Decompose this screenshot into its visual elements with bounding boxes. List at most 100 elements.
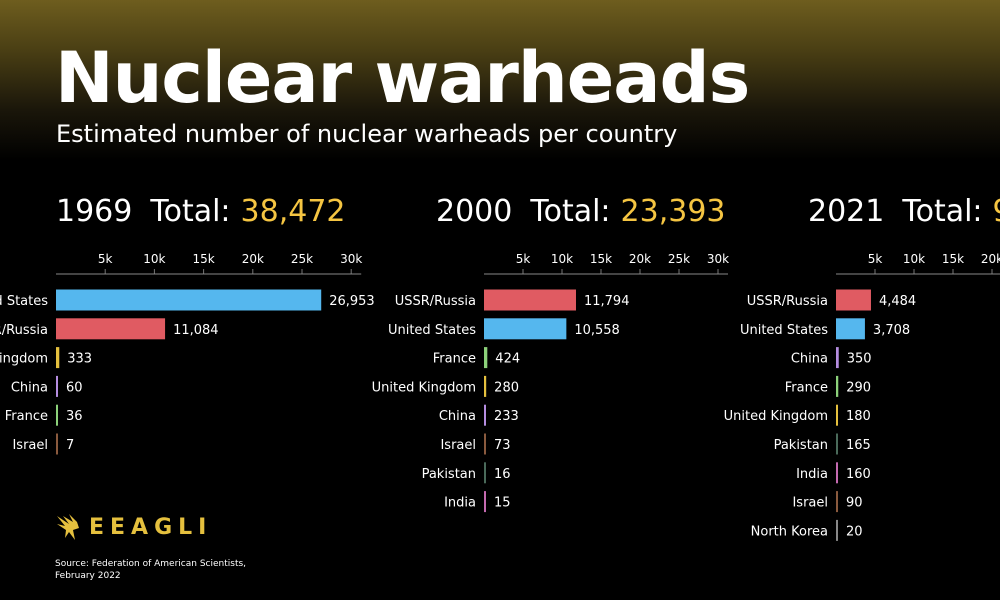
bar-france [484,347,488,369]
bar-united-states [484,318,567,340]
value-label: 160 [846,467,871,482]
bar-north-korea [836,519,838,541]
value-label: 16 [494,467,511,482]
panel-year: 2021 [808,194,884,229]
category-label: China [439,409,476,424]
bar-china [56,375,58,397]
value-label: 333 [67,352,92,367]
brand-logo: EEAGLI [55,512,212,542]
value-label: 424 [495,352,520,367]
tick-label: 25k [668,252,690,266]
bar-united-states [56,289,322,311]
tick-label: 10k [551,252,573,266]
bar-france [836,375,839,397]
source-line-2: February 2022 [55,571,121,581]
bar-france [56,404,58,426]
tick-label: 30k [340,252,362,266]
panel-total-label: Total: [529,194,610,229]
panel-total-value: 23,393 [621,194,726,229]
bar-united-kingdom [56,347,60,369]
tick-label: 15k [192,252,214,266]
category-label: United Kingdom [724,409,828,424]
panel-heading-1969: 1969 Total: 38,472 [56,194,346,229]
value-label: 233 [494,409,519,424]
page-title: Nuclear warheads [55,37,750,119]
panel-year: 2000 [436,194,512,229]
category-label: France [785,380,828,395]
value-label: 20 [846,524,863,539]
panel-total-value: 38,472 [241,194,346,229]
panel-total-label: Total: [901,194,982,229]
category-label: France [5,409,48,424]
category-label: Israel [12,438,48,453]
value-label: 180 [846,409,871,424]
panel-total-label: Total: [149,194,230,229]
bar-india [836,462,838,484]
bar-india [484,491,486,513]
value-label: 290 [846,380,871,395]
value-label: 7 [66,438,74,453]
bar-united-states [836,318,865,340]
tick-label: 5k [516,252,531,266]
value-label: 73 [494,438,511,453]
tick-label: 15k [590,252,612,266]
value-label: 11,084 [173,323,219,338]
value-label: 350 [847,352,872,367]
value-label: 280 [494,380,519,395]
bar-ussr-russia [484,289,576,311]
bar-china [484,404,486,426]
bar-ussr-russia [836,289,871,311]
tick-label: 15k [942,252,964,266]
bar-israel [56,433,58,455]
panel-year: 1969 [56,194,132,229]
category-label: United States [740,323,828,338]
tick-label: 5k [868,252,883,266]
category-label: India [444,496,476,511]
tick-label: 10k [143,252,165,266]
category-label: United States [388,323,476,338]
value-label: 10,558 [574,323,620,338]
value-label: 3,708 [873,323,910,338]
tick-label: 20k [242,252,264,266]
value-label: 4,484 [879,294,916,309]
category-label: India [796,467,828,482]
bar-israel [836,491,838,513]
source-note: Source: Federation of American Scientist… [55,558,295,582]
bar-united-kingdom [836,404,838,426]
panel-heading-2000: 2000 Total: 23,393 [436,194,726,229]
brand-name: EEAGLI [89,514,213,540]
bar-china [836,347,839,369]
category-label: Israel [792,496,828,511]
category-label: France [433,352,476,367]
bar-ussr-russia [56,318,166,340]
category-label: China [11,380,48,395]
category-label: North Korea [751,524,828,539]
category-label: United States [0,294,48,309]
bar-israel [484,433,486,455]
eagle-icon [57,514,79,540]
value-label: 26,953 [329,294,375,309]
tick-label: 20k [629,252,651,266]
category-label: USSR/Russia [395,294,476,309]
tick-label: 30k [707,252,729,266]
tick-label: 25k [291,252,313,266]
panel-heading-2021: 2021 Total: 9,447 [808,194,1000,229]
source-line-1: Source: Federation of American Scientist… [55,559,247,569]
category-label: Pakistan [422,467,476,482]
value-label: 36 [66,409,83,424]
category-label: Pakistan [774,438,828,453]
bar-pakistan [484,462,486,484]
tick-label: 20k [981,252,1000,266]
category-label: USSR/Russia [747,294,828,309]
value-label: 90 [846,496,863,511]
page-subtitle: Estimated number of nuclear warheads per… [56,120,678,148]
value-label: 165 [846,438,871,453]
category-label: China [791,352,828,367]
category-label: United Kingdom [0,352,48,367]
value-label: 60 [66,380,83,395]
panel-total-value: 9,447 [993,194,1000,229]
category-label: USSR/Russia [0,323,48,338]
value-label: 11,794 [584,294,630,309]
bar-united-kingdom [484,375,487,397]
